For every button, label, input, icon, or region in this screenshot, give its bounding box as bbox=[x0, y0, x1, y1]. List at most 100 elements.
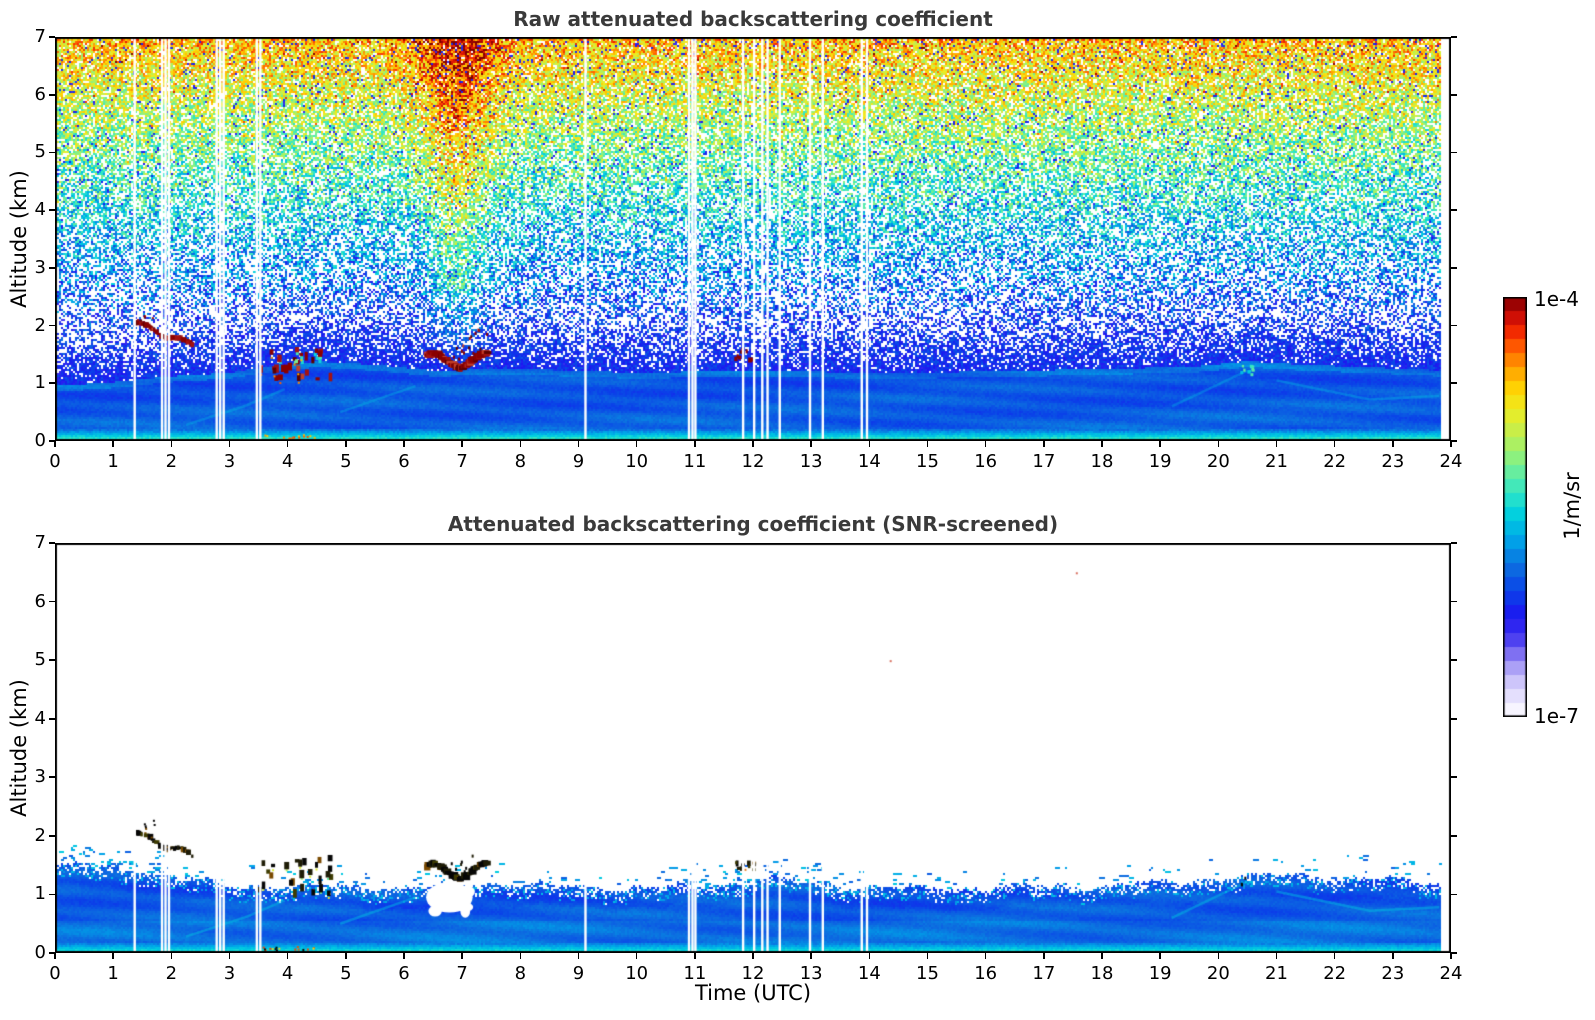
raw-altitude-axis-label: Altitude (km) bbox=[7, 170, 31, 308]
x-tick-mark bbox=[926, 441, 929, 447]
y-tick-mark bbox=[49, 324, 55, 327]
x-tick-label: 19 bbox=[1148, 963, 1172, 984]
y-tick-mark bbox=[49, 542, 55, 544]
x-tick-mark bbox=[461, 953, 463, 959]
x-tick-label: 23 bbox=[1381, 451, 1405, 472]
x-tick-label: 13 bbox=[799, 963, 823, 984]
y-tick-mark bbox=[49, 36, 55, 38]
x-tick-mark bbox=[1159, 953, 1161, 959]
x-tick-mark bbox=[228, 441, 231, 447]
x-tick-label: 11 bbox=[683, 963, 707, 984]
x-tick-mark bbox=[403, 441, 405, 447]
x-tick-mark bbox=[752, 441, 754, 447]
colorbar-unit-label: 1/m/sr bbox=[1560, 472, 1584, 540]
x-tick-mark bbox=[1217, 441, 1220, 447]
x-tick-mark bbox=[461, 441, 463, 447]
colorbar-canvas bbox=[1503, 297, 1527, 717]
x-tick-label: 13 bbox=[799, 451, 823, 472]
x-tick-mark bbox=[1392, 953, 1394, 959]
x-tick-label: 2 bbox=[165, 451, 178, 472]
x-tick-label: 2 bbox=[165, 963, 178, 984]
x-tick-label: 12 bbox=[741, 963, 765, 984]
x-tick-mark bbox=[1392, 441, 1394, 447]
y-tick-mark-right bbox=[1451, 36, 1457, 38]
x-tick-label: 24 bbox=[1439, 963, 1463, 984]
x-tick-mark bbox=[810, 441, 812, 447]
x-tick-label: 10 bbox=[625, 963, 649, 984]
x-tick-label: 22 bbox=[1323, 451, 1347, 472]
x-tick-label: 5 bbox=[340, 963, 352, 984]
y-tick-mark-right bbox=[1451, 600, 1457, 603]
x-tick-mark bbox=[170, 441, 173, 447]
x-tick-mark bbox=[635, 953, 638, 959]
x-tick-mark bbox=[403, 953, 405, 959]
x-tick-mark bbox=[519, 953, 522, 959]
x-tick-mark bbox=[984, 953, 987, 959]
y-tick-mark-right bbox=[1451, 776, 1457, 779]
x-tick-label: 8 bbox=[514, 963, 527, 984]
x-tick-mark bbox=[1450, 953, 1452, 959]
x-tick-mark bbox=[519, 441, 522, 447]
x-tick-mark bbox=[577, 953, 580, 959]
x-tick-label: 8 bbox=[514, 451, 527, 472]
x-tick-label: 16 bbox=[974, 963, 998, 984]
y-tick-label: 2 bbox=[34, 314, 46, 336]
x-tick-label: 21 bbox=[1265, 963, 1288, 984]
x-tick-mark bbox=[1043, 441, 1045, 447]
y-tick-mark-right bbox=[1451, 835, 1457, 837]
x-tick-label: 9 bbox=[572, 451, 585, 472]
x-tick-label: 11 bbox=[683, 451, 707, 472]
x-tick-label: 22 bbox=[1323, 963, 1347, 984]
x-tick-mark bbox=[810, 953, 812, 959]
x-tick-label: 5 bbox=[340, 451, 352, 472]
x-tick-mark bbox=[345, 441, 347, 447]
x-tick-mark bbox=[1333, 441, 1336, 447]
x-tick-label: 21 bbox=[1265, 451, 1288, 472]
y-tick-mark bbox=[49, 893, 55, 896]
raw-heatmap-canvas bbox=[55, 37, 1451, 441]
y-tick-label: 5 bbox=[34, 141, 46, 163]
x-tick-mark bbox=[345, 953, 347, 959]
y-tick-label: 7 bbox=[34, 26, 46, 47]
x-tick-label: 6 bbox=[398, 963, 410, 984]
y-tick-label: 1 bbox=[34, 883, 46, 905]
y-tick-label: 3 bbox=[34, 256, 46, 278]
y-tick-mark bbox=[49, 267, 55, 269]
x-tick-mark bbox=[54, 953, 56, 959]
y-tick-mark-right bbox=[1451, 440, 1457, 442]
x-tick-label: 18 bbox=[1090, 451, 1114, 472]
x-tick-label: 19 bbox=[1148, 451, 1172, 472]
x-tick-mark bbox=[984, 441, 987, 447]
x-tick-mark bbox=[54, 441, 56, 447]
y-tick-mark-right bbox=[1451, 717, 1457, 720]
x-tick-label: 17 bbox=[1032, 451, 1056, 472]
x-tick-label: 3 bbox=[223, 451, 236, 472]
x-tick-mark bbox=[752, 953, 754, 959]
x-tick-mark bbox=[1333, 953, 1336, 959]
y-tick-mark-right bbox=[1451, 151, 1457, 154]
x-tick-label: 23 bbox=[1381, 963, 1405, 984]
colorbar-min-label: 1e-7 bbox=[1534, 704, 1579, 728]
x-tick-mark bbox=[1275, 441, 1278, 447]
y-tick-mark bbox=[49, 382, 55, 385]
y-tick-label: 1 bbox=[34, 372, 46, 394]
colorbar-max-label: 1e-4 bbox=[1534, 287, 1579, 311]
y-tick-mark-right bbox=[1451, 659, 1457, 661]
x-tick-mark bbox=[694, 441, 696, 447]
x-tick-mark bbox=[868, 441, 871, 447]
y-tick-label: 6 bbox=[34, 590, 46, 612]
x-tick-label: 17 bbox=[1032, 963, 1056, 984]
x-tick-mark bbox=[1217, 953, 1220, 959]
x-tick-mark bbox=[926, 953, 929, 959]
y-tick-mark bbox=[49, 93, 55, 96]
x-tick-label: 3 bbox=[223, 963, 236, 984]
y-tick-label: 7 bbox=[34, 532, 46, 553]
y-tick-label: 0 bbox=[34, 942, 46, 963]
y-tick-label: 0 bbox=[34, 430, 46, 451]
x-tick-mark bbox=[1450, 441, 1452, 447]
y-tick-mark bbox=[49, 776, 55, 779]
x-tick-mark bbox=[1101, 953, 1103, 959]
x-tick-label: 1 bbox=[107, 963, 119, 984]
y-tick-mark-right bbox=[1451, 893, 1457, 896]
